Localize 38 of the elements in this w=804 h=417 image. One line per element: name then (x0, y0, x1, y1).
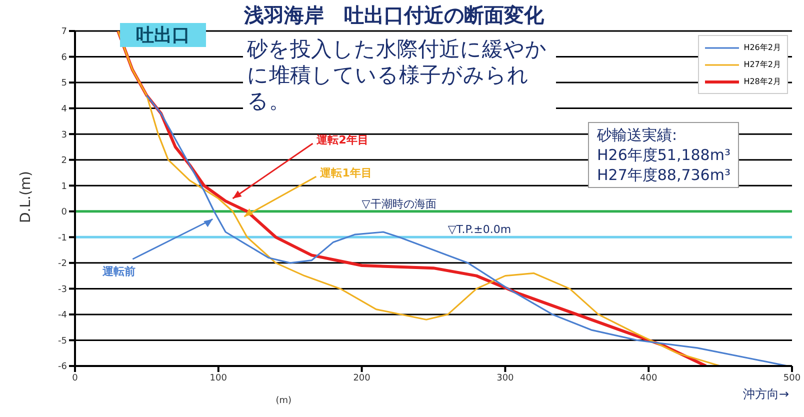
y-tick-label: -2 (58, 259, 67, 270)
y-axis-title: D.L.(m) (18, 170, 34, 223)
x-tick-label: 100 (210, 373, 228, 384)
y-tick-label: 2 (61, 156, 67, 166)
ref-line-label: ▽T.P.±0.0m (448, 223, 512, 236)
y-tick-label: 4 (61, 104, 68, 115)
y-tick-label: 5 (61, 78, 67, 89)
annotation: 砂輸送実績: (597, 125, 678, 145)
annotation: 砂を投入した水際付近に緩やかに堆積している様子がみられる。 (243, 36, 556, 114)
annotation: 運転1年目 (319, 166, 372, 180)
text: 沖方向→ (743, 386, 790, 403)
y-tick-label: -6 (58, 362, 68, 372)
annotation: 吐出口 (120, 23, 206, 47)
legend-label: H26年2月 (742, 42, 781, 54)
x-tick-label: 200 (353, 373, 371, 384)
y-tick-label: 1 (61, 182, 67, 192)
y-tick-label: 3 (61, 130, 67, 140)
y-tick-label: -1 (58, 233, 67, 244)
x-tick-label: 500 (783, 373, 801, 384)
legend-label: H28年2月 (742, 76, 781, 88)
y-tick-label: 7 (61, 27, 67, 38)
annotation: H26年度51,188m³ (597, 145, 730, 165)
y-tick-label: 6 (61, 52, 68, 63)
annotation: H27年度88,736m³ (597, 165, 730, 185)
chart-title: 浅羽海岸 吐出口付近の断面変化 (238, 2, 550, 29)
y-tick-label: -4 (58, 310, 68, 321)
x-tick-label: 0 (72, 373, 78, 384)
ref-line-label: ▽干潮時の海面 (362, 197, 436, 210)
y-tick-label: -5 (58, 336, 67, 346)
x-axis-title: (m) (276, 396, 292, 406)
legend-label: H27年2月 (742, 59, 781, 71)
annotation: 運転2年目 (316, 134, 368, 146)
line-series (146, 94, 788, 366)
y-tick-label: 0 (61, 208, 68, 218)
y-tick-label: -3 (58, 284, 67, 295)
x-tick-label: 300 (496, 373, 514, 384)
annotation: 運転前 (102, 265, 136, 278)
x-tick-label: 400 (640, 373, 658, 384)
